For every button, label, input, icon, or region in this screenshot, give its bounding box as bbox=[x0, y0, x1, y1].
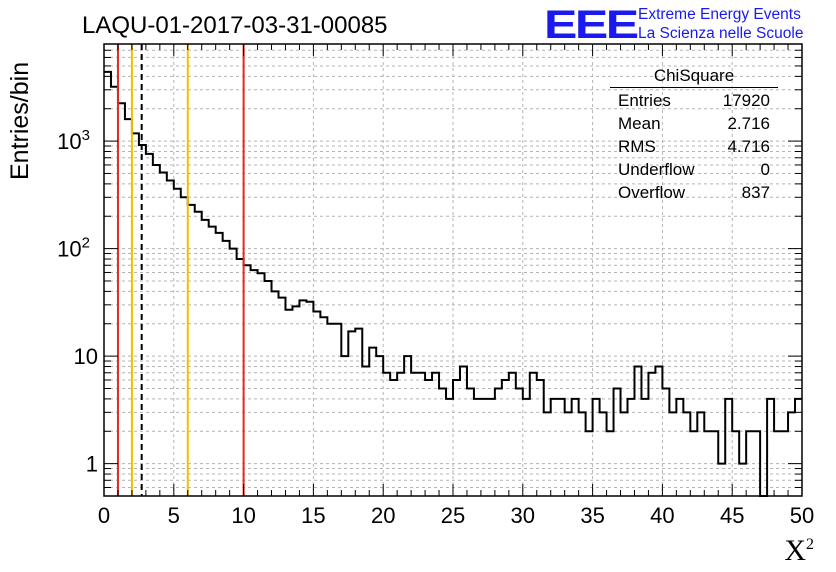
x-tick-label: 25 bbox=[441, 503, 465, 528]
x-tick-label: 5 bbox=[168, 503, 180, 528]
x-tick-label: 10 bbox=[231, 503, 255, 528]
x-tick-label: 20 bbox=[371, 503, 395, 528]
x-tick-label: 50 bbox=[790, 503, 814, 528]
x-tick-label: 30 bbox=[511, 503, 535, 528]
x-tick-label: 35 bbox=[580, 503, 604, 528]
x-tick-label: 40 bbox=[650, 503, 674, 528]
stats-row: RMS 4.716 bbox=[618, 137, 770, 156]
y-tick-label: 10 bbox=[74, 344, 98, 369]
logo-line-2: La Scienza nelle Scuole bbox=[638, 25, 804, 42]
x-axis-label: X2 bbox=[784, 534, 814, 567]
stats-row: Overflow 837 bbox=[618, 183, 770, 202]
x-tick-label: 45 bbox=[720, 503, 744, 528]
y-axis-label: Entries/bin bbox=[6, 61, 34, 180]
x-tick-label: 0 bbox=[98, 503, 110, 528]
x-tick-label: 15 bbox=[301, 503, 325, 528]
y-tick-label: 1 bbox=[86, 452, 98, 477]
y-tick-label: 102 bbox=[57, 235, 90, 262]
stats-title: ChiSquare bbox=[610, 66, 778, 88]
stats-row: Underflow 0 bbox=[618, 160, 770, 179]
logo-line-1: Extreme Energy Events bbox=[638, 6, 801, 23]
stats-box: ChiSquare Entries 17920 Mean 2.716 RMS 4.71… bbox=[610, 66, 778, 206]
chart-title: LAQU-01-2017-03-31-00085 bbox=[82, 12, 388, 39]
histogram-series bbox=[104, 70, 802, 497]
stats-row: Mean 2.716 bbox=[618, 114, 770, 133]
stats-row: Entries 17920 bbox=[618, 91, 770, 110]
eee-logo: EEE bbox=[544, 3, 639, 47]
y-tick-label: 103 bbox=[57, 127, 90, 154]
